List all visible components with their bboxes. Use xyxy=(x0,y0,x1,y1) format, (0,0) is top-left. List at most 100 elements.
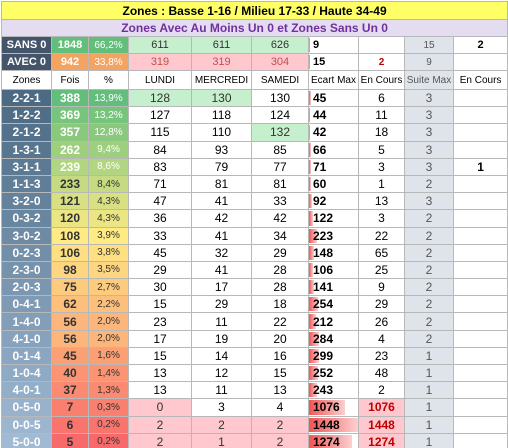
data-row: 1-2-2 369 13,2% 127 118 124 44 11 3 xyxy=(1,106,508,125)
ecart-value: 44 xyxy=(313,108,327,123)
lundi: 15 xyxy=(128,295,192,314)
samedi: 15 xyxy=(251,363,309,383)
en-cours-suite xyxy=(452,209,508,228)
ecart-max: 122 xyxy=(308,209,359,228)
mercredi: 29 xyxy=(191,295,252,314)
ecart-max: 1274 xyxy=(308,432,359,448)
mercredi: 1 xyxy=(191,432,252,448)
suite-max: 1 xyxy=(404,363,454,383)
suite-max: 2 xyxy=(404,209,454,228)
ecart-value: 45 xyxy=(313,91,327,106)
suite-max: 1 xyxy=(404,381,454,400)
ecart-value: 1274 xyxy=(313,434,340,448)
lundi: 15 xyxy=(128,346,192,366)
mercredi: 611 xyxy=(191,36,252,54)
ecart-value: 212 xyxy=(313,314,334,329)
mercredi: 14 xyxy=(191,346,252,366)
zone: 2-1-2 xyxy=(1,123,52,142)
ecart-max: 66 xyxy=(308,140,359,159)
fois: 106 xyxy=(51,243,89,262)
ecart-bar xyxy=(309,417,358,432)
data-row: 3-0-2 108 3,9% 33 41 34 223 22 2 xyxy=(1,226,508,245)
mercredi: 12 xyxy=(191,363,252,383)
mercredi: 11 xyxy=(191,312,252,331)
zone: 3-2-0 xyxy=(1,192,52,211)
suite-max: 2 xyxy=(404,312,454,331)
fois: 98 xyxy=(51,260,89,280)
samedi: 304 xyxy=(251,53,309,71)
suite-max: 2 xyxy=(404,278,454,297)
data-row: 0-5-0 7 0,3% 0 3 4 1076 1076 1 xyxy=(1,398,508,417)
en-cours: 6 xyxy=(358,88,405,108)
lundi: 23 xyxy=(128,312,192,331)
zone: SANS 0 xyxy=(1,36,52,54)
zone: 0-3-2 xyxy=(1,209,52,228)
en-cours: 29 xyxy=(358,295,405,314)
ecart-max: 141 xyxy=(308,278,359,297)
ecart-bar xyxy=(309,314,317,329)
mercredi: 17 xyxy=(191,278,252,297)
en-cours-suite xyxy=(452,140,508,159)
ecart-value: 9 xyxy=(313,39,320,51)
lundi: 36 xyxy=(128,209,192,228)
ecart-bar xyxy=(309,245,314,260)
en-cours-suite xyxy=(452,260,508,280)
suite-max: 3 xyxy=(404,157,454,176)
lundi: 29 xyxy=(128,260,192,280)
data-row: 0-3-2 120 4,3% 36 42 42 122 3 2 xyxy=(1,209,508,228)
fois: 239 xyxy=(51,157,89,176)
mercredi: 11 xyxy=(191,381,252,400)
pct: 0,3% xyxy=(88,398,129,417)
column-header: En Cours xyxy=(452,70,508,90)
ecart-bar xyxy=(309,331,319,346)
samedi: 124 xyxy=(251,106,309,125)
zone: 4-1-0 xyxy=(1,329,52,348)
ecart-max: 148 xyxy=(308,243,359,262)
zone: 5-0-0 xyxy=(1,432,52,448)
mercredi: 93 xyxy=(191,140,252,159)
suite-max: 1 xyxy=(404,398,454,417)
summary-row: AVEC 0 942 33,8% 319 319 304 15 2 9 xyxy=(1,53,508,71)
mercredi: 118 xyxy=(191,106,252,125)
en-cours: 18 xyxy=(358,123,405,142)
title-row: Zones : Basse 1-16 / Milieu 17-33 / Haut… xyxy=(0,1,508,20)
pct: 3,8% xyxy=(88,243,129,262)
lundi: 84 xyxy=(128,140,192,159)
zone: 0-5-0 xyxy=(1,398,52,417)
lundi: 83 xyxy=(128,157,192,176)
mercredi: 41 xyxy=(191,192,252,211)
samedi: 85 xyxy=(251,140,309,159)
mercredi: 130 xyxy=(191,88,252,108)
column-header: Zones xyxy=(1,70,52,90)
zone: 2-2-1 xyxy=(1,88,52,108)
pct: 13,2% xyxy=(88,106,129,125)
lundi: 611 xyxy=(128,36,192,54)
en-cours-suite xyxy=(452,226,508,245)
ecart-value: 223 xyxy=(313,228,334,243)
ecart-bar xyxy=(309,262,313,278)
fois: 369 xyxy=(51,106,89,125)
ecart-bar xyxy=(309,159,312,174)
column-header: Ecart Max xyxy=(308,70,359,90)
fois: 40 xyxy=(51,363,89,383)
en-cours: 1 xyxy=(358,174,405,194)
samedi: 29 xyxy=(251,243,309,262)
pct: 2,0% xyxy=(88,329,129,348)
en-cours-suite xyxy=(452,295,508,314)
samedi: 132 xyxy=(251,123,309,142)
en-cours-suite xyxy=(452,278,508,297)
samedi: 81 xyxy=(251,174,309,194)
fois: 45 xyxy=(51,346,89,366)
column-header: % xyxy=(88,70,129,90)
ecart-value: 243 xyxy=(313,383,334,398)
ecart-value: 122 xyxy=(313,211,334,226)
ecart-max: 254 xyxy=(308,295,359,314)
column-header: Suite Max xyxy=(404,70,454,90)
en-cours-suite xyxy=(452,88,508,108)
en-cours xyxy=(358,36,405,54)
ecart-max: 243 xyxy=(308,381,359,400)
ecart-bar xyxy=(309,383,318,398)
pct: 4,3% xyxy=(88,192,129,211)
fois: 75 xyxy=(51,278,89,297)
mercredi: 19 xyxy=(191,329,252,348)
